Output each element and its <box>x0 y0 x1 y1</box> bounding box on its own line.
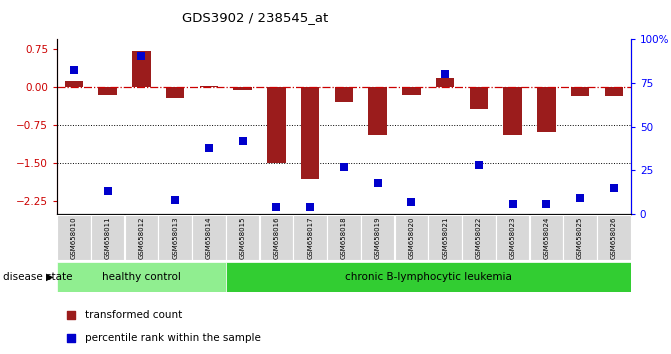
Point <box>203 145 214 150</box>
Point <box>136 53 147 59</box>
FancyBboxPatch shape <box>395 215 428 260</box>
Point <box>238 138 248 143</box>
Text: GSM658017: GSM658017 <box>307 216 313 259</box>
Text: GSM658024: GSM658024 <box>544 216 550 259</box>
Bar <box>571 87 589 96</box>
Point <box>609 185 619 191</box>
Bar <box>368 87 387 136</box>
Text: percentile rank within the sample: percentile rank within the sample <box>85 333 260 343</box>
FancyBboxPatch shape <box>158 215 192 260</box>
Text: transformed count: transformed count <box>85 310 182 320</box>
FancyBboxPatch shape <box>462 215 496 260</box>
Text: GDS3902 / 238545_at: GDS3902 / 238545_at <box>182 11 328 24</box>
Text: GSM658025: GSM658025 <box>577 216 583 259</box>
FancyBboxPatch shape <box>327 215 360 260</box>
FancyBboxPatch shape <box>192 215 225 260</box>
Bar <box>402 87 421 95</box>
Text: GSM658014: GSM658014 <box>206 216 212 259</box>
Bar <box>234 87 252 90</box>
Text: GSM658021: GSM658021 <box>442 216 448 259</box>
Bar <box>64 81 83 87</box>
Bar <box>335 87 353 102</box>
Point <box>170 197 180 203</box>
Point <box>474 162 484 168</box>
FancyBboxPatch shape <box>428 215 462 260</box>
Point <box>440 71 450 77</box>
Text: GSM658012: GSM658012 <box>138 216 144 259</box>
Point <box>66 313 76 318</box>
Bar <box>199 86 218 87</box>
Text: GSM658010: GSM658010 <box>71 216 77 259</box>
Text: GSM658019: GSM658019 <box>374 216 380 259</box>
Bar <box>99 87 117 95</box>
FancyBboxPatch shape <box>597 215 631 260</box>
Bar <box>436 78 454 87</box>
Point <box>66 335 76 341</box>
Bar <box>537 87 556 132</box>
FancyBboxPatch shape <box>496 215 529 260</box>
FancyBboxPatch shape <box>225 262 631 292</box>
Bar <box>166 87 185 98</box>
FancyBboxPatch shape <box>564 215 597 260</box>
Bar <box>132 51 151 87</box>
FancyBboxPatch shape <box>260 215 293 260</box>
Text: disease state: disease state <box>3 272 73 282</box>
FancyBboxPatch shape <box>91 215 124 260</box>
Text: GSM658022: GSM658022 <box>476 216 482 259</box>
Bar <box>301 87 319 179</box>
Text: GSM658020: GSM658020 <box>409 216 415 259</box>
Text: chronic B-lymphocytic leukemia: chronic B-lymphocytic leukemia <box>345 272 512 282</box>
Bar <box>470 87 488 109</box>
FancyBboxPatch shape <box>57 215 91 260</box>
Point <box>68 68 79 73</box>
Point <box>339 164 350 170</box>
Text: GSM658026: GSM658026 <box>611 216 617 259</box>
Point <box>541 201 552 206</box>
Point <box>575 195 586 201</box>
Text: GSM658018: GSM658018 <box>341 216 347 259</box>
Point <box>271 204 282 210</box>
Bar <box>605 87 623 96</box>
Text: GSM658016: GSM658016 <box>273 216 279 259</box>
Point <box>372 180 383 185</box>
FancyBboxPatch shape <box>293 215 327 260</box>
Point <box>507 201 518 206</box>
Text: healthy control: healthy control <box>102 272 181 282</box>
FancyBboxPatch shape <box>125 215 158 260</box>
Text: GSM658015: GSM658015 <box>240 216 246 259</box>
Point <box>102 189 113 194</box>
FancyBboxPatch shape <box>361 215 395 260</box>
Text: GSM658011: GSM658011 <box>105 216 111 259</box>
Bar <box>503 87 522 136</box>
FancyBboxPatch shape <box>529 215 563 260</box>
Text: GSM658023: GSM658023 <box>509 216 515 259</box>
Point <box>305 204 315 210</box>
Text: ▶: ▶ <box>46 272 53 282</box>
FancyBboxPatch shape <box>57 262 225 292</box>
FancyBboxPatch shape <box>226 215 260 260</box>
Text: GSM658013: GSM658013 <box>172 216 178 259</box>
Bar <box>267 87 286 164</box>
Point <box>406 199 417 205</box>
